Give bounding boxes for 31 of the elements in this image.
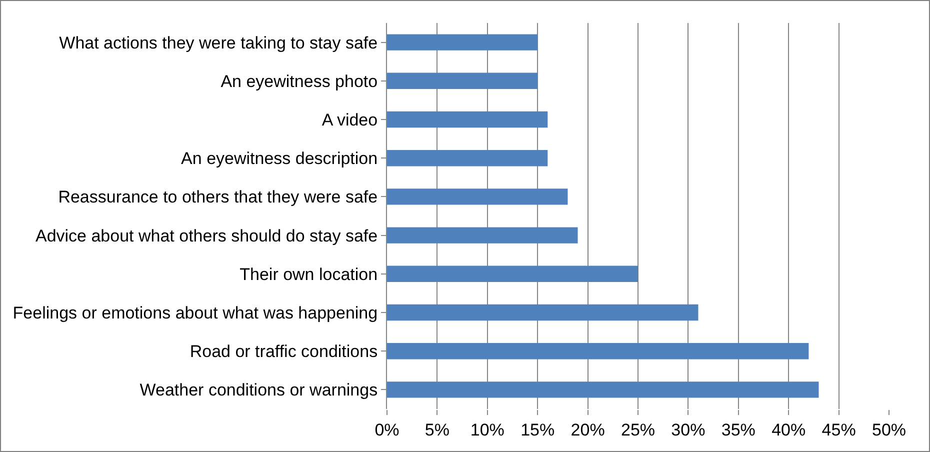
y-tick-label: Advice about what others should do stay safe [35,226,378,246]
x-tick-label: 40% [772,420,806,440]
y-tick-label: What actions they were taking to stay safe [59,33,378,52]
bar [387,150,548,166]
y-tick-label: Reassurance to others that they were safe [58,188,378,207]
x-tick-label: 20% [570,420,605,440]
y-tick-label: An eyewitness photo [220,72,378,91]
x-tick-label: 30% [671,420,706,440]
bar [387,227,578,244]
bar [387,382,819,398]
x-tick-label: 25% [620,420,656,440]
bar [387,266,638,282]
bar [387,72,538,90]
bar [387,111,548,128]
y-tick-label: A video [322,110,378,130]
bar [387,304,698,321]
x-tick-label: 35% [721,420,756,440]
bar [387,188,568,205]
y-tick-label: An eyewitness description [181,149,378,168]
bar [387,34,538,50]
bar [387,342,809,360]
x-tick-label: 10% [470,420,504,440]
x-tick-label: 5% [424,420,450,440]
x-tick-label: 50% [872,420,906,440]
x-tick-label: 45% [822,420,856,440]
x-tick-label: 15% [520,420,555,440]
y-tick-label: Road or traffic conditions [190,342,378,362]
x-tick-label: 0% [374,420,400,440]
y-tick-label: Feelings or emotions about what was happening [12,303,378,322]
y-tick-label: Weather conditions or warnings [140,380,378,400]
y-tick-label: Their own location [240,264,378,284]
